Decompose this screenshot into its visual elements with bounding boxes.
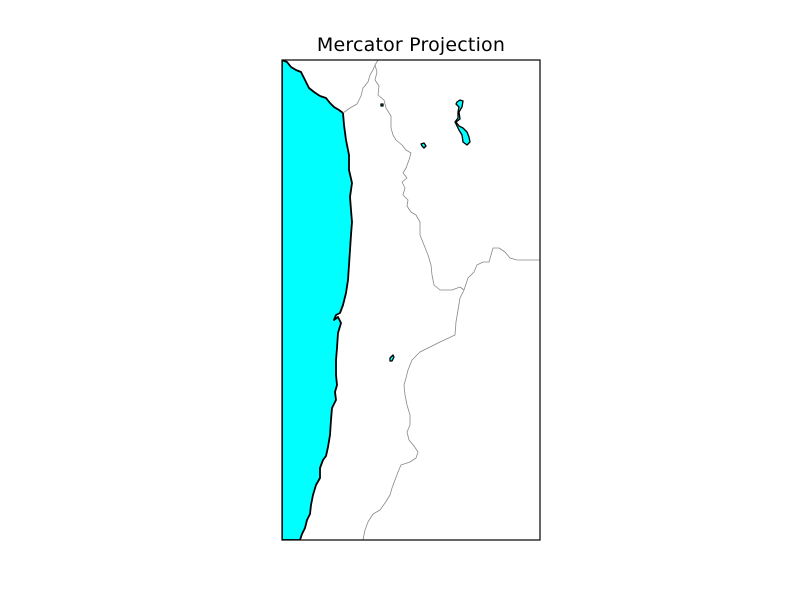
lake-small-central — [389, 354, 395, 362]
map-area — [282, 60, 540, 540]
border-peru-chile-coast — [342, 60, 379, 114]
lake-small-north — [420, 142, 427, 149]
ocean-region — [282, 60, 353, 540]
lakes — [380, 99, 471, 362]
map-frame — [281, 59, 541, 541]
country-borders — [342, 60, 540, 540]
border-chile-argentina-south — [362, 377, 419, 540]
border-andes-main — [374, 64, 465, 291]
map-title: Mercator Projection — [316, 34, 506, 56]
lake-tiny-dot — [380, 103, 384, 107]
border-chile-argentina-north — [405, 289, 465, 379]
lake-titicaca — [454, 99, 471, 146]
border-bolivia-paraguay — [463, 247, 540, 291]
